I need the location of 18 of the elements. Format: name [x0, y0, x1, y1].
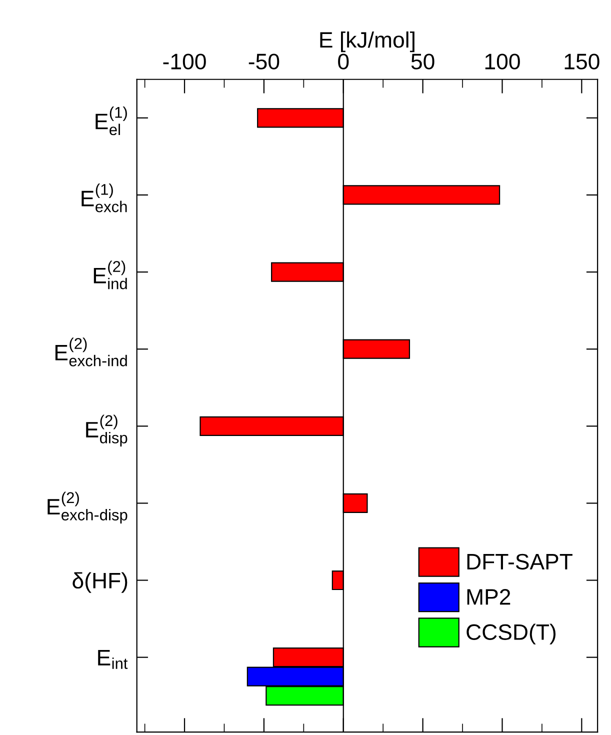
- y-tick-label: E$^{(2)}$$_{exch-ind}$: [55, 338, 127, 366]
- y-tick-label: E$^{(1)}$$_{el}$: [96, 106, 127, 136]
- x-tick-label: -50: [248, 54, 280, 70]
- legend-label: DFT-SAPT: [467, 554, 572, 570]
- legend-label: MP2: [467, 589, 510, 605]
- x-tick-label: 50: [411, 54, 434, 70]
- x-tick-label: 0: [338, 54, 349, 70]
- y-tick-label: δ(HF): [72, 572, 128, 593]
- y-tick-label: E$^{(1)}$$_{exch}$: [82, 184, 127, 212]
- y-tick-label: E$^{(2)}$$_{ind}$: [94, 260, 127, 290]
- legend-label: CCSD(T): [466, 624, 556, 644]
- x-tick-label: 150: [564, 54, 600, 70]
- x-tick-label: 100: [485, 54, 520, 70]
- y-tick-label: E$^{(2)}$$_{disp}$: [86, 414, 128, 446]
- x-axis-title: E [kJ/mol]: [320, 31, 414, 52]
- y-tick-label: E$_{int}$: [98, 650, 128, 669]
- y-tick-label: E$^{(2)}$$_{exch-disp}$: [48, 492, 128, 524]
- x-tick-label: -100: [163, 54, 206, 70]
